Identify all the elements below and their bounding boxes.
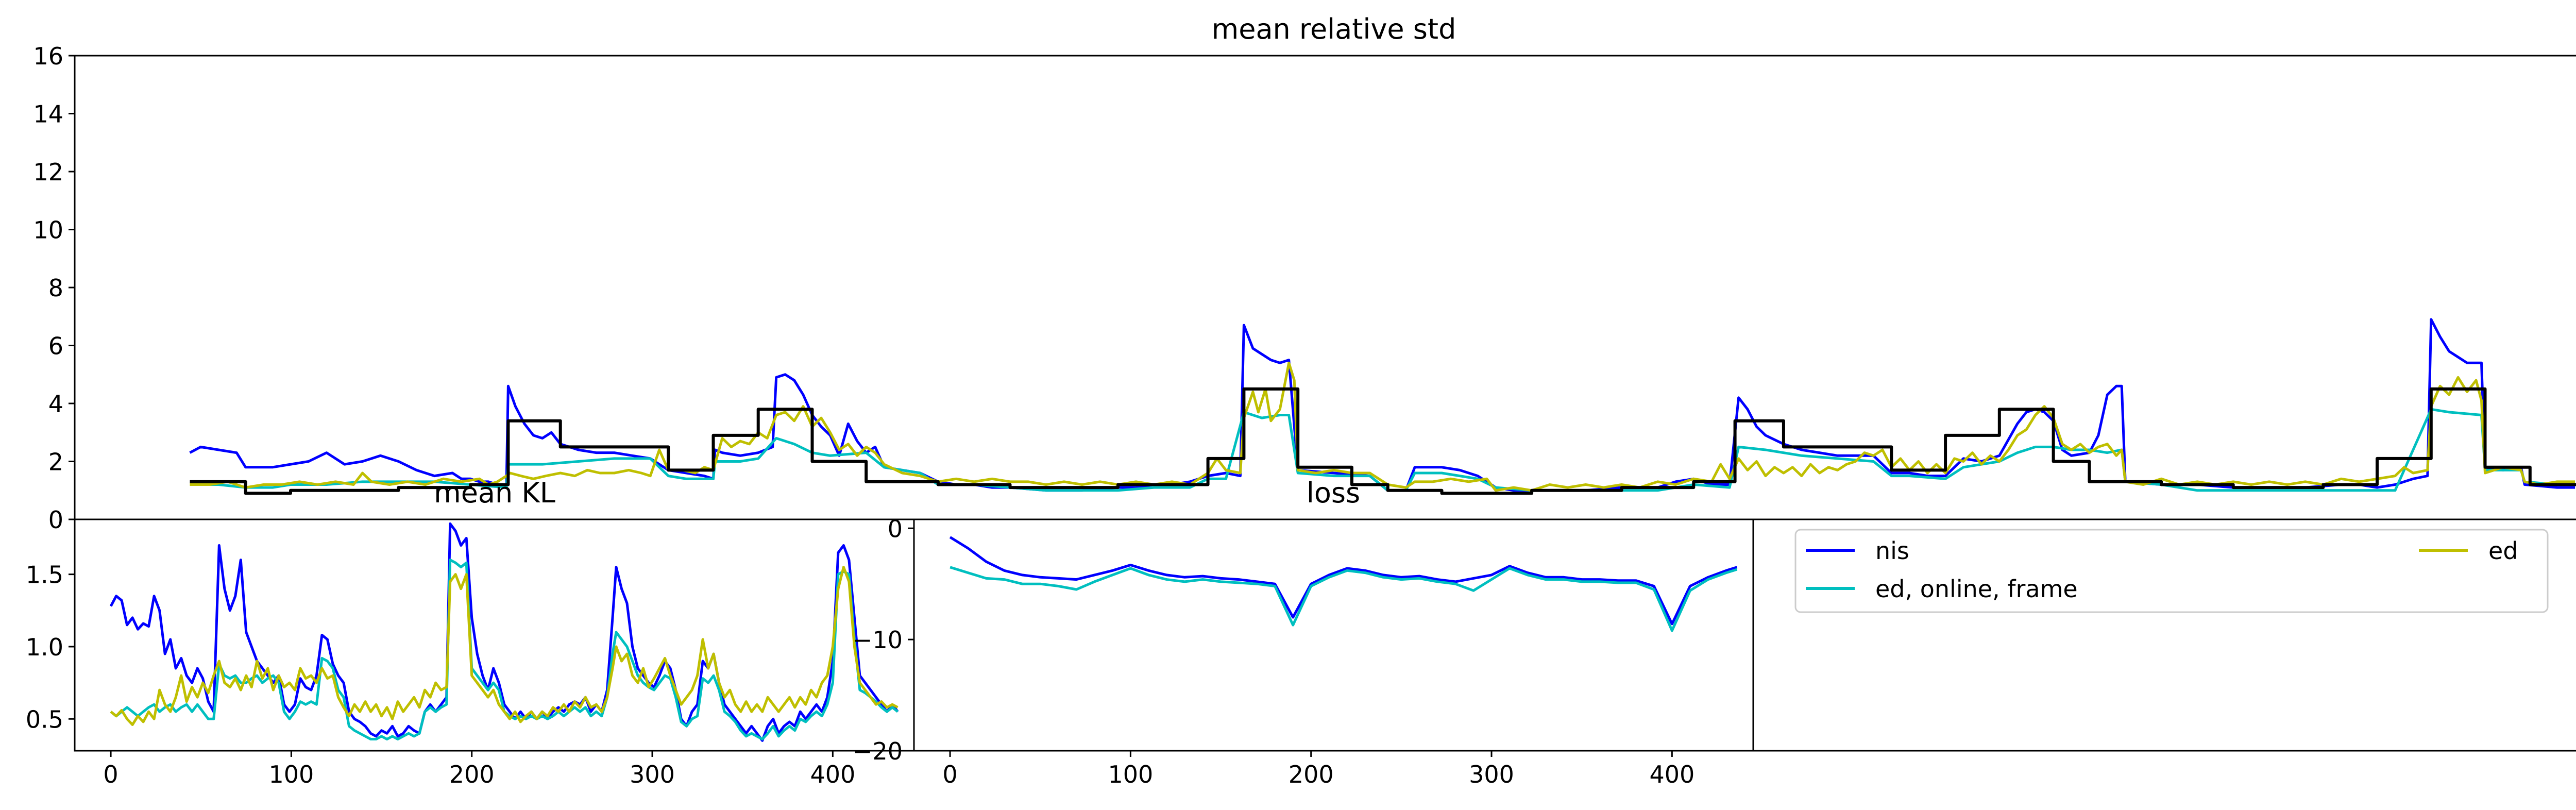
loss-xtick-label: 0 bbox=[942, 761, 957, 788]
std-ytick-label: 8 bbox=[48, 274, 63, 302]
kl-yticks: 0.5 1.0 1.5 bbox=[26, 561, 75, 733]
loss-ytick-label: −20 bbox=[853, 737, 903, 765]
legend-panel-frame bbox=[1752, 518, 2576, 752]
loss-title: loss bbox=[1307, 477, 1360, 509]
kl-xticks: 0 100 200 300 400 bbox=[103, 751, 855, 788]
loss-xtick-label: 100 bbox=[1108, 761, 1153, 788]
std-series-reference bbox=[190, 387, 2576, 495]
std-title: mean relative std bbox=[1212, 13, 1456, 45]
std-ytick-label: 10 bbox=[33, 216, 63, 244]
legend-label-ed-online-frame: ed, online, frame bbox=[1875, 575, 2078, 603]
legend-entry-nis: nis bbox=[1806, 537, 1909, 565]
loss-xticks: 0 100 200 300 400 bbox=[942, 751, 1694, 788]
std-ytick-label: 6 bbox=[48, 332, 63, 360]
kl-title: mean KL bbox=[434, 477, 555, 509]
kl-xtick-label: 400 bbox=[810, 761, 855, 788]
std-ytick-label: 16 bbox=[33, 42, 63, 70]
kl-plot-area bbox=[109, 522, 899, 742]
legend-label-nis: nis bbox=[1875, 537, 1909, 565]
std-ytick-label: 4 bbox=[48, 390, 63, 418]
kl-series-nis bbox=[109, 522, 899, 742]
kl-panel: 0 100 200 300 400 0.5 1.0 1.5 mean KL bbox=[26, 477, 915, 788]
loss-xtick-label: 200 bbox=[1289, 761, 1334, 788]
legend-entry-ed-online-frame: ed, online, frame bbox=[1806, 575, 2078, 603]
loss-ytick-label: −10 bbox=[853, 626, 903, 654]
std-series-nis bbox=[189, 318, 2575, 492]
kl-xtick-label: 0 bbox=[103, 761, 118, 788]
loss-plot-area bbox=[949, 536, 1738, 632]
legend: nis ed ed, online, frame bbox=[1794, 529, 2549, 613]
legend-panel: nis ed ed, online, frame bbox=[1752, 518, 2576, 752]
std-yticks: 0 2 4 6 8 10 12 14 16 bbox=[33, 42, 75, 534]
kl-xtick-label: 300 bbox=[630, 761, 675, 788]
loss-panel: 0 100 200 300 400 0 −10 −20 loss bbox=[853, 477, 1754, 788]
legend-box bbox=[1794, 529, 2549, 613]
kl-xtick-label: 100 bbox=[268, 761, 314, 788]
std-plot-area bbox=[189, 318, 2576, 495]
kl-series-ed bbox=[110, 566, 899, 726]
kl-ytick-label: 1.0 bbox=[26, 633, 63, 661]
kl-xtick-label: 200 bbox=[449, 761, 495, 788]
kl-ytick-label: 1.5 bbox=[26, 561, 63, 589]
loss-series-nis bbox=[949, 536, 1738, 626]
loss-xtick-label: 400 bbox=[1649, 761, 1694, 788]
kl-ytick-label: 0.5 bbox=[26, 705, 63, 733]
std-ytick-label: 12 bbox=[33, 158, 63, 186]
loss-yticks: 0 −10 −20 bbox=[853, 515, 914, 765]
std-ytick-label: 2 bbox=[48, 448, 63, 476]
std-panel: 0 2 4 6 8 10 12 14 16 mean relative std bbox=[33, 13, 2576, 534]
loss-ytick-label: 0 bbox=[888, 515, 903, 543]
std-ytick-label: 0 bbox=[48, 506, 63, 534]
loss-xtick-label: 300 bbox=[1469, 761, 1514, 788]
loss-series-ed-online-frame bbox=[950, 566, 1738, 632]
std-ytick-label: 14 bbox=[33, 100, 63, 128]
legend-entry-ed: ed bbox=[2419, 537, 2518, 565]
legend-label-ed: ed bbox=[2488, 537, 2518, 565]
